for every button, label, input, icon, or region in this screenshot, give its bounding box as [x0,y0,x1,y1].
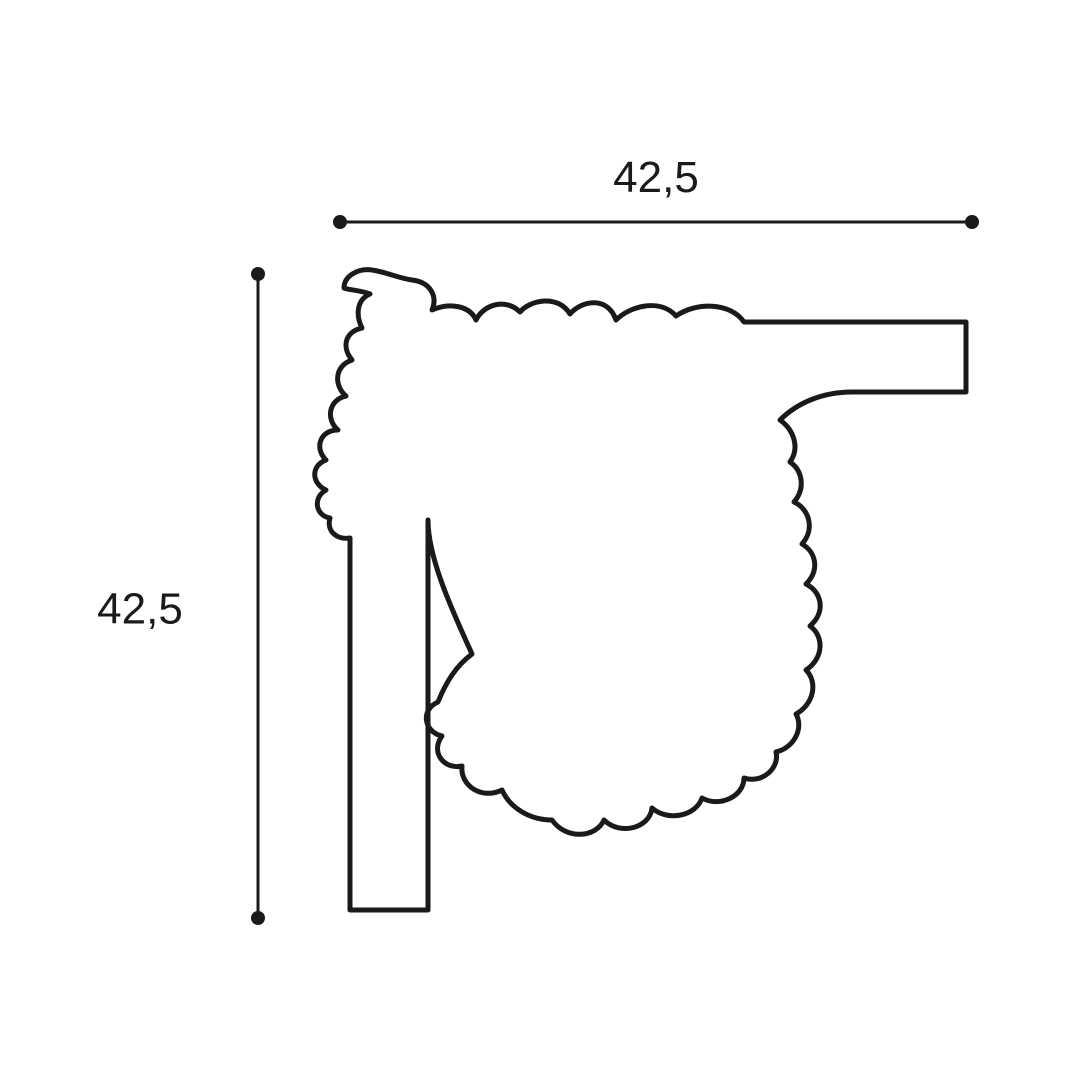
profile-outline [315,270,966,910]
width-dimension-label: 42,5 [613,153,699,202]
left-dimension: 42,5 [97,267,265,925]
height-dimension-label: 42,5 [97,585,183,634]
technical-drawing: 42,5 42,5 [0,0,1080,1080]
top-dimension: 42,5 [333,153,979,229]
